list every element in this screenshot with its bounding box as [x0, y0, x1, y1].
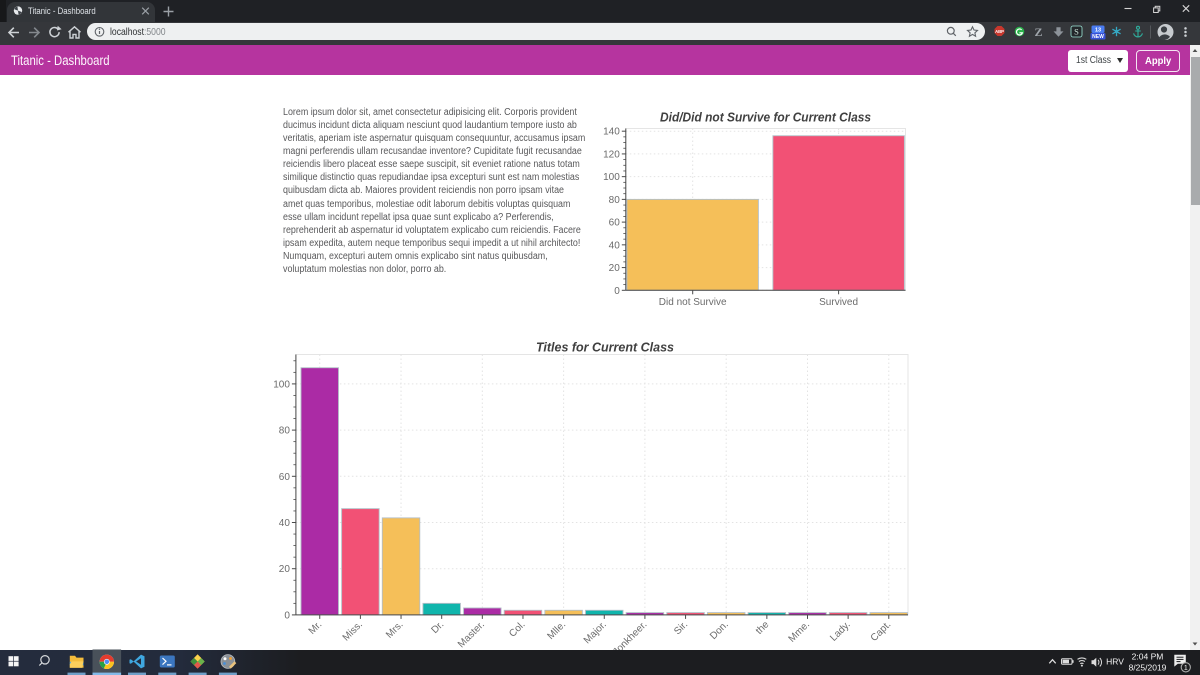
svg-text:120: 120 — [603, 149, 620, 160]
svg-text:8/25/2019: 8/25/2019 — [1129, 662, 1167, 672]
svg-text:2:04 PM: 2:04 PM — [1132, 652, 1164, 662]
svg-text:20: 20 — [609, 263, 621, 274]
svg-text:80: 80 — [279, 426, 291, 437]
svg-text:60: 60 — [279, 472, 291, 483]
svg-text:S: S — [1074, 27, 1079, 37]
svg-text:13: 13 — [1095, 27, 1101, 33]
svg-text:100: 100 — [273, 379, 290, 390]
svg-text:1: 1 — [1184, 665, 1188, 672]
svg-text:40: 40 — [279, 518, 291, 529]
svg-text:Z: Z — [1034, 25, 1042, 39]
svg-text:HRV: HRV — [1106, 657, 1124, 667]
svg-text:Survived: Survived — [819, 297, 858, 308]
svg-text:0: 0 — [284, 610, 290, 621]
svg-text:ABP: ABP — [995, 29, 1004, 34]
svg-text:Did not Survive: Did not Survive — [659, 297, 727, 308]
svg-text:100: 100 — [603, 172, 620, 183]
svg-text:20: 20 — [279, 564, 291, 575]
svg-text:0: 0 — [614, 286, 620, 297]
svg-text:60: 60 — [609, 218, 621, 229]
svg-text:Titles for Current Class: Titles for Current Class — [536, 341, 674, 355]
svg-text:NEW: NEW — [1092, 34, 1104, 40]
svg-text:80: 80 — [609, 195, 621, 206]
svg-text:Did/Did not Survive for Curren: Did/Did not Survive for Current Class — [660, 111, 871, 125]
svg-text:40: 40 — [609, 240, 621, 251]
svg-text:140: 140 — [603, 127, 620, 138]
